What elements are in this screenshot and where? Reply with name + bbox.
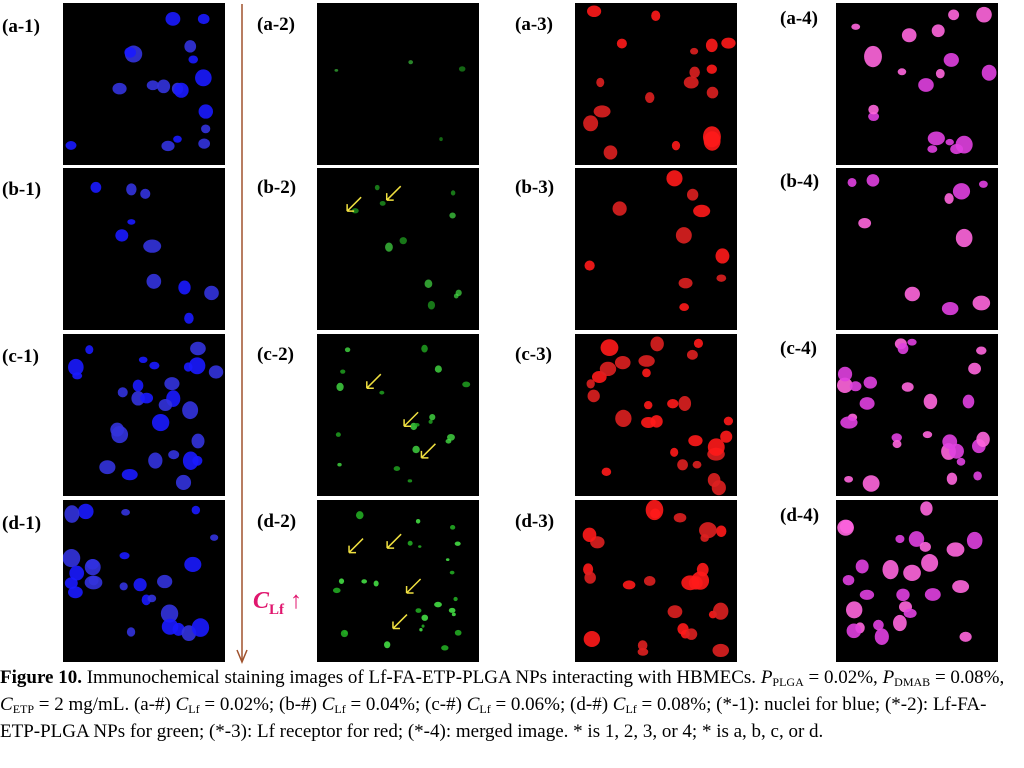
symbol: P xyxy=(882,667,895,688)
panel-label: (a-2) xyxy=(257,14,295,35)
panel-label: (a-4) xyxy=(780,8,818,29)
panel-label: (a-3) xyxy=(515,14,553,35)
subscript: Lf xyxy=(479,702,491,716)
subscript: Lf xyxy=(625,702,637,716)
caption-label: Figure 10. xyxy=(0,667,82,688)
micrograph xyxy=(836,3,998,165)
caption-text: Immunochemical staining images of Lf-FA-… xyxy=(81,667,761,688)
micrograph xyxy=(575,3,737,165)
panel-label: (d-2) xyxy=(257,511,297,532)
arrow: ↑ xyxy=(290,588,303,614)
caption-text: = 2 mg/mL. (a-#) xyxy=(34,694,176,715)
micrograph xyxy=(575,334,737,496)
panel-label: (d-1) xyxy=(2,513,42,534)
panel-label: (c-4) xyxy=(780,338,817,359)
symbol: P xyxy=(760,667,773,688)
symbol: C xyxy=(466,694,480,715)
caption-text: = 0.04%; (c-#) xyxy=(345,694,467,715)
caption-text: = 0.06%; (d-#) xyxy=(490,694,613,715)
micrograph xyxy=(63,3,225,165)
panel-label: (c-2) xyxy=(257,344,294,365)
symbol: C xyxy=(175,694,189,715)
caption-text: = 0.08%, xyxy=(930,667,1005,688)
panel-label: (a-1) xyxy=(2,16,40,37)
micrograph xyxy=(63,168,225,330)
concentration-arrow xyxy=(236,4,248,664)
micrograph xyxy=(317,3,479,165)
symbol: C xyxy=(612,694,626,715)
micrograph xyxy=(63,334,225,496)
micrograph xyxy=(836,500,998,662)
micrograph xyxy=(575,168,737,330)
panel-label: (c-1) xyxy=(2,346,39,367)
concentration-label: CLf ↑ xyxy=(253,588,302,619)
micrograph xyxy=(317,500,479,662)
micrograph xyxy=(836,168,998,330)
panel-label: (b-4) xyxy=(780,171,820,192)
subscript: PLGA xyxy=(772,675,804,689)
symbol: C xyxy=(253,588,270,614)
symbol: C xyxy=(321,694,335,715)
figure-caption: Figure 10. Immunochemical staining image… xyxy=(0,664,1016,745)
panel-label: (b-3) xyxy=(515,177,555,198)
subscript: DMAB xyxy=(894,675,931,689)
caption-text: = 0.08%; (*-1): nuclei for blue; (*-2): … xyxy=(0,694,987,742)
subscript: Lf xyxy=(334,702,346,716)
caption-text: = 0.02%; (b-#) xyxy=(199,694,322,715)
micrograph xyxy=(317,168,479,330)
subscript: ETP xyxy=(12,702,35,716)
micrograph xyxy=(317,334,479,496)
subscript: Lf xyxy=(188,702,200,716)
panel-label: (d-3) xyxy=(515,511,555,532)
panel-label: (b-1) xyxy=(2,179,42,200)
symbol: C xyxy=(0,694,13,715)
panel-label: (d-4) xyxy=(780,505,820,526)
panel-label: (c-3) xyxy=(515,344,552,365)
micrograph xyxy=(836,334,998,496)
caption-text: = 0.02%, xyxy=(803,667,883,688)
micrograph xyxy=(575,500,737,662)
subscript: Lf xyxy=(269,601,285,618)
panel-label: (b-2) xyxy=(257,177,297,198)
micrograph xyxy=(63,500,225,662)
